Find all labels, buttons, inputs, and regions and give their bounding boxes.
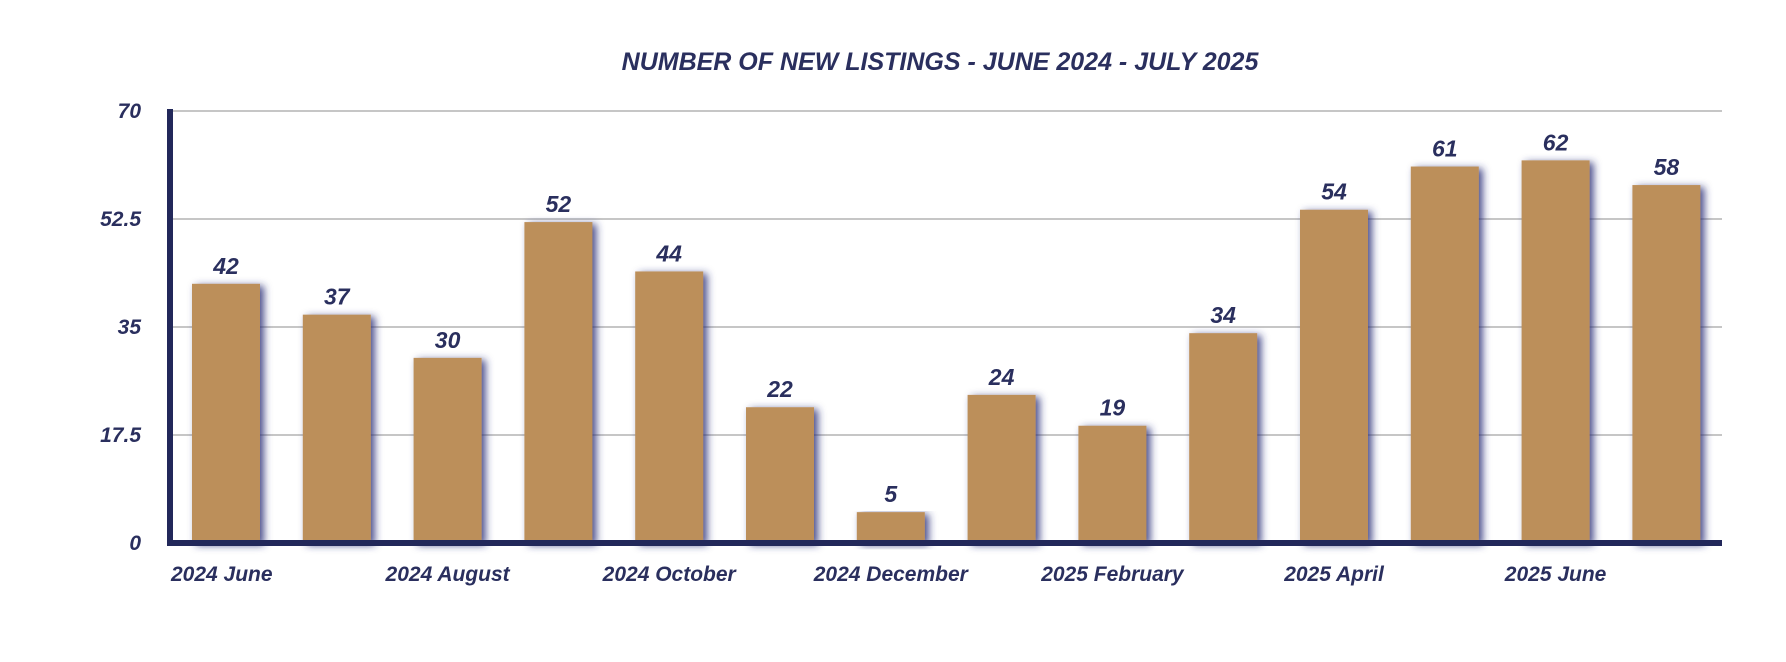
bar	[1521, 160, 1590, 543]
data-label: 44	[655, 240, 682, 266]
data-label: 30	[435, 327, 461, 353]
bars	[192, 160, 1701, 544]
data-label: 24	[988, 364, 1015, 390]
y-tick-label: 17.5	[100, 424, 141, 447]
data-label: 54	[1321, 179, 1347, 205]
bar	[524, 222, 593, 544]
y-tick-label: 0	[129, 532, 141, 555]
y-axis-tick-labels: 0 17.5 35 52.5 70	[100, 100, 141, 555]
data-label: 61	[1432, 136, 1458, 162]
x-tick-label: 2024 October	[602, 563, 738, 586]
bar	[856, 512, 925, 543]
bar	[1189, 333, 1258, 543]
x-tick-label: 2024 June	[170, 563, 273, 586]
data-label: 19	[1100, 395, 1126, 421]
bar	[1410, 166, 1479, 544]
data-label: 34	[1210, 302, 1236, 328]
data-labels: 42 37 30 52 44 22 5 24 19 34 54 61 62 58	[212, 129, 1679, 507]
y-tick-label: 70	[118, 100, 142, 123]
data-label: 52	[546, 191, 572, 217]
y-tick-label: 52.5	[100, 208, 141, 231]
x-axis-tick-labels: 2024 June 2024 August 2024 October 2024 Dec…	[170, 563, 1607, 586]
x-tick-label: 2025 April	[1283, 563, 1385, 586]
bar	[302, 314, 371, 543]
bar	[1632, 185, 1701, 544]
data-label: 5	[884, 481, 898, 507]
data-label: 62	[1543, 129, 1569, 155]
x-tick-label: 2025 February	[1040, 563, 1185, 586]
x-tick-label: 2024 December	[813, 563, 970, 586]
y-tick-label: 35	[118, 316, 142, 339]
bar	[967, 394, 1036, 543]
data-label: 42	[212, 253, 239, 279]
bar	[192, 283, 260, 543]
x-tick-label: 2024 August	[385, 563, 511, 586]
bar	[746, 407, 814, 543]
bar	[635, 271, 704, 543]
bar	[1300, 209, 1368, 543]
data-label: 37	[324, 284, 351, 310]
gridlines	[170, 110, 1722, 436]
bar	[413, 357, 482, 543]
chart-title: NUMBER OF NEW LISTINGS - JUNE 2024 - JUL…	[622, 48, 1260, 76]
data-label: 22	[766, 376, 793, 402]
x-tick-label: 2025 June	[1504, 563, 1607, 586]
data-label: 58	[1654, 154, 1680, 180]
bar	[1078, 425, 1147, 543]
